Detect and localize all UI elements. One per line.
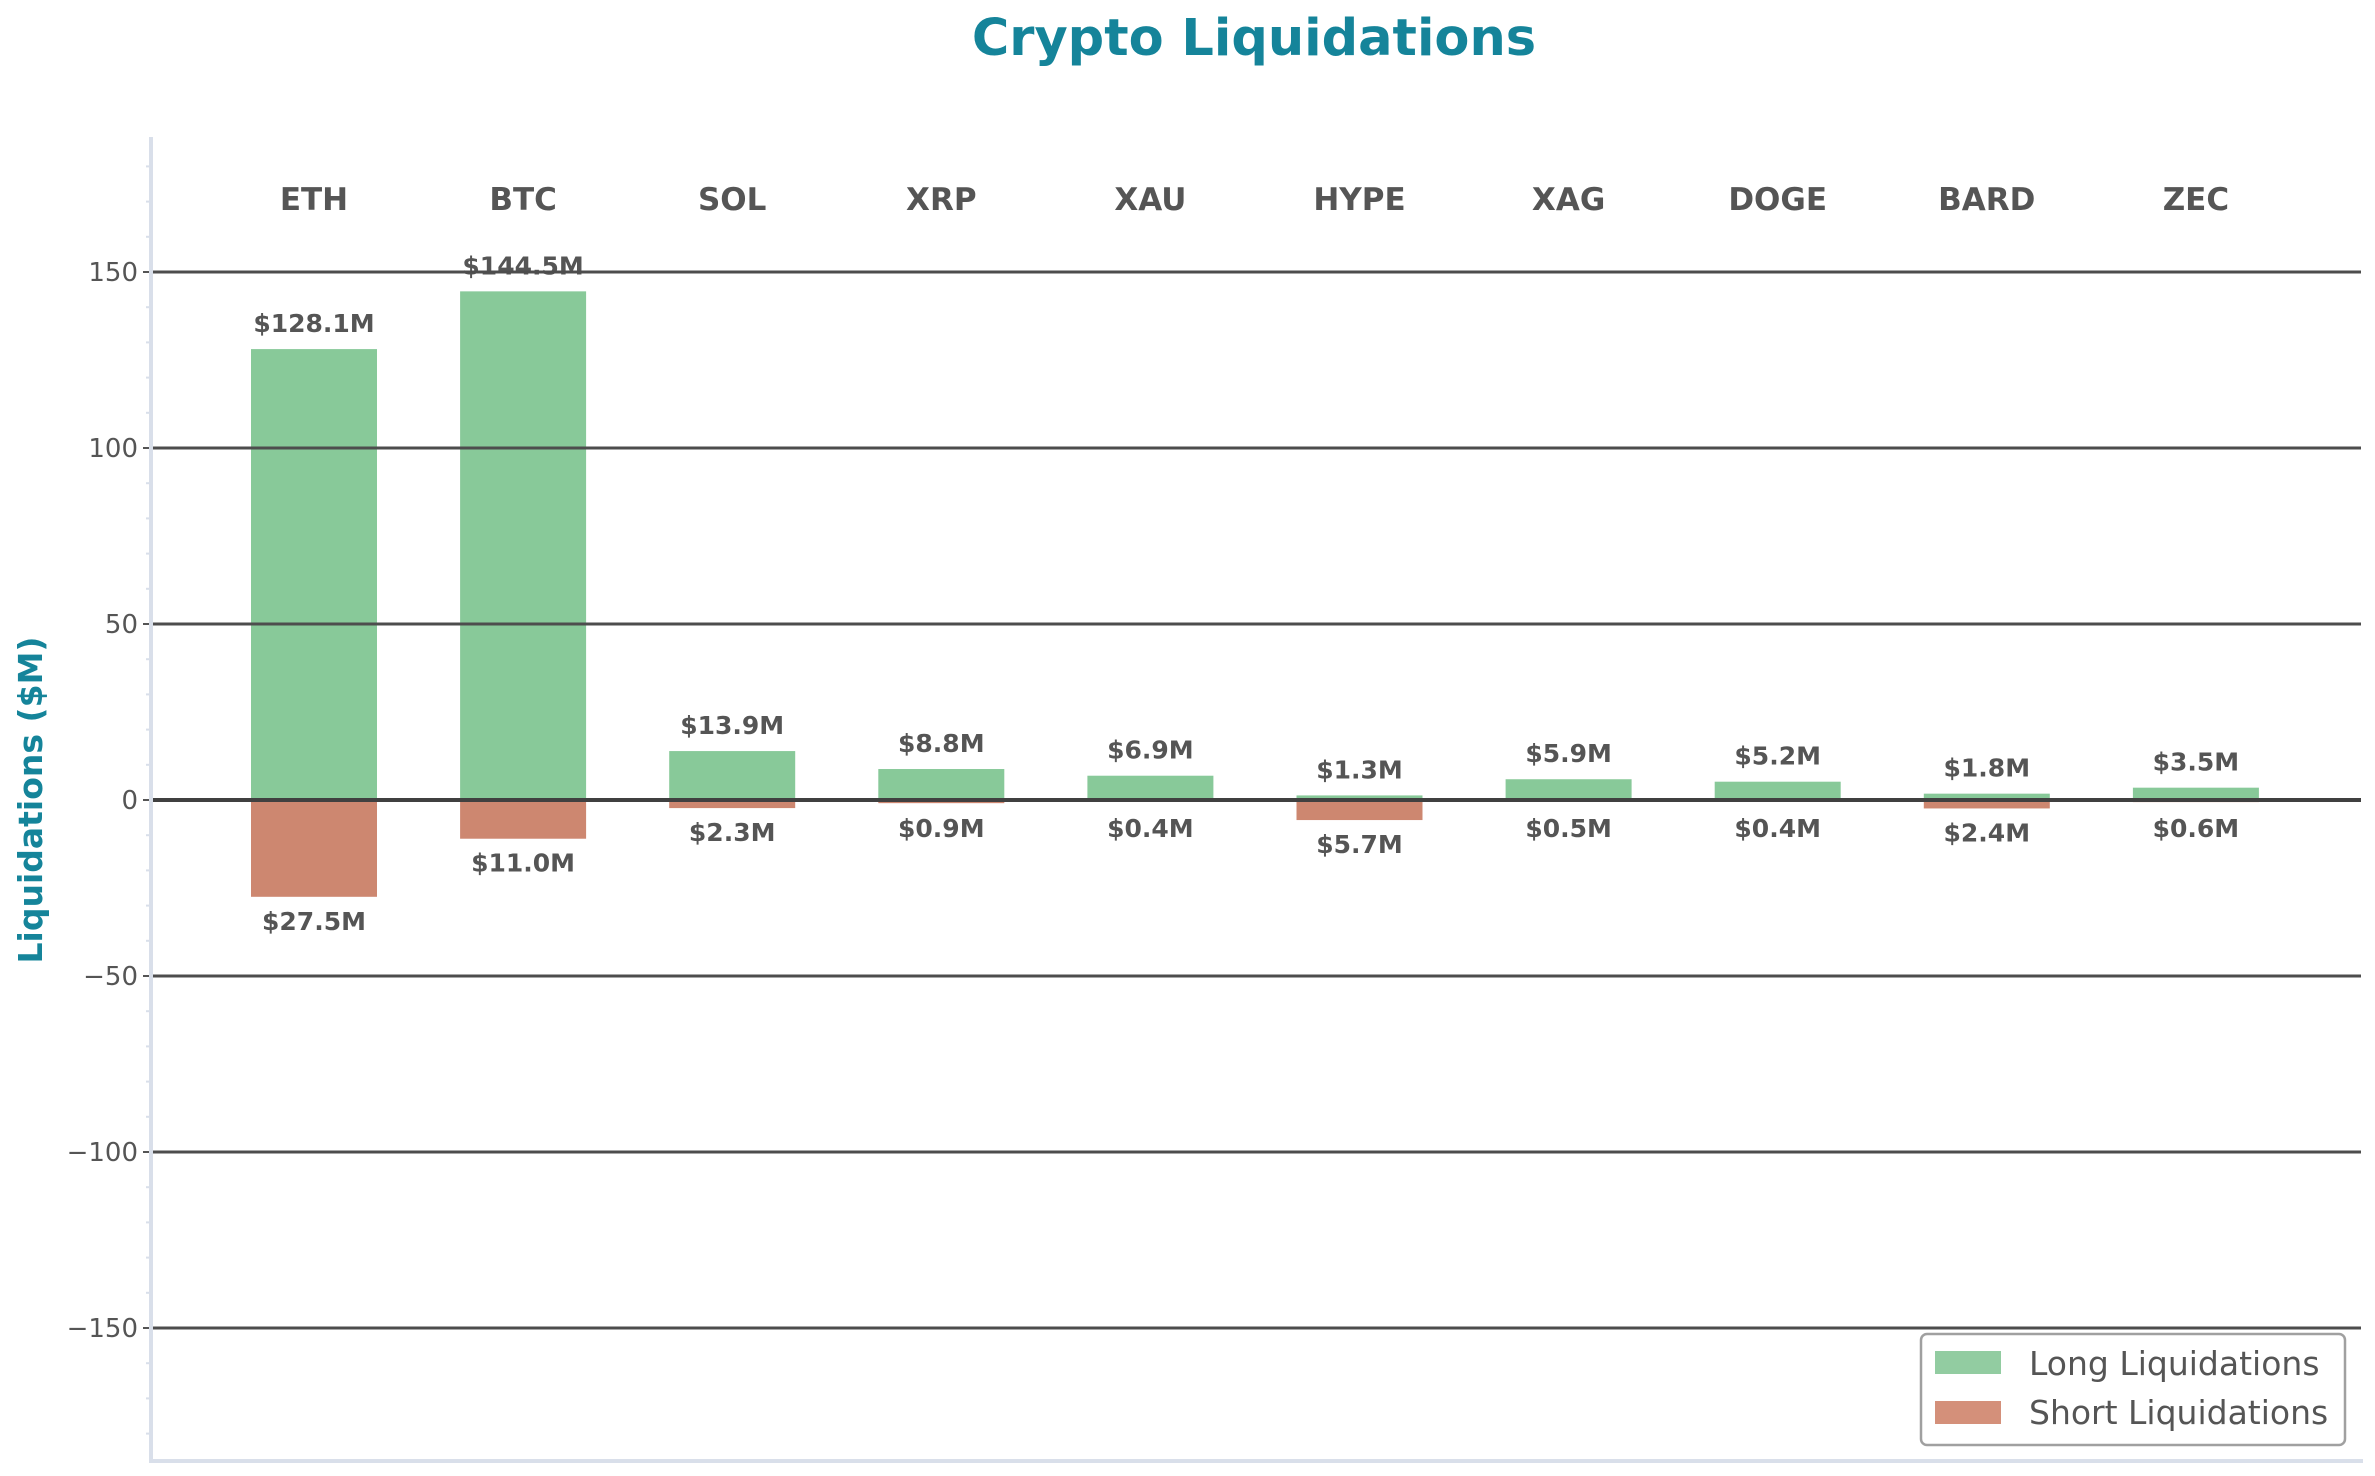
bar-short-sol (669, 800, 796, 809)
long-value-label: $5.9M (1525, 739, 1612, 768)
gridlines (151, 270, 2361, 1330)
bar-long-eth (251, 349, 377, 800)
long-value-label: $5.2M (1734, 742, 1821, 771)
short-value-label: $0.6M (2153, 814, 2240, 843)
long-value-label: $1.8M (1944, 754, 2031, 783)
long-value-label: $128.1M (253, 309, 374, 338)
legend-label-long: Long Liquidations (2029, 1344, 2320, 1383)
bar-short-bard (1923, 800, 2050, 809)
long-value-label: $6.9M (1107, 736, 1194, 765)
long-value-label: $1.3M (1316, 755, 1403, 784)
long-value-label: $8.8M (898, 729, 985, 758)
bar-long-btc (460, 291, 587, 800)
bar-short-hype (1296, 800, 1423, 821)
bars (251, 291, 2259, 897)
y-tick-label: 0 (121, 786, 138, 816)
value-labels: $128.1M $27.5M $144.5M $11.0M $13.9M $2.3M $8.… (253, 251, 2239, 935)
category-label: ZEC (2163, 182, 2229, 218)
bar-long-sol (669, 751, 796, 800)
bar-long-bard (1923, 793, 2050, 800)
y-axis-ticks: −150 −100 −50 0 50 100 150 (67, 165, 151, 1435)
y-tick-label: 50 (105, 610, 138, 640)
category-label: ETH (280, 182, 348, 218)
short-value-label: $0.9M (898, 814, 985, 843)
bar-short-btc (460, 800, 587, 839)
bar-short-eth (251, 800, 377, 897)
y-tick-label: 150 (88, 258, 138, 288)
short-value-label: $27.5M (262, 907, 366, 936)
short-value-label: $11.0M (471, 849, 575, 878)
short-value-label: $2.4M (1944, 818, 2031, 847)
chart-title: Crypto Liquidations (972, 9, 1536, 68)
category-label: BARD (1938, 182, 2035, 218)
category-label: XRP (906, 182, 977, 218)
y-tick-label: −100 (67, 1138, 138, 1168)
legend-swatch-long (1935, 1351, 2001, 1374)
bar-long-doge (1714, 781, 1841, 800)
short-value-label: $2.3M (689, 818, 776, 847)
y-axis-label: Liquidations ($M) (11, 636, 50, 963)
category-label: SOL (698, 182, 766, 218)
short-value-label: $0.4M (1734, 814, 1821, 843)
bar-long-hype (1296, 795, 1423, 800)
category-label: XAG (1532, 182, 1605, 218)
category-label: XAU (1114, 182, 1186, 218)
y-tick-label: −150 (67, 1314, 138, 1344)
category-label: HYPE (1313, 182, 1405, 218)
bar-long-xrp (878, 769, 1005, 800)
long-value-label: $3.5M (2153, 748, 2240, 777)
short-value-label: $0.4M (1107, 814, 1194, 843)
category-label: BTC (489, 182, 557, 218)
y-tick-label: 100 (88, 434, 138, 464)
category-labels: ETH BTC SOL XRP XAU HYPE XAG DOGE BARD ZEC (280, 182, 2229, 218)
bar-long-zec (2132, 787, 2259, 800)
short-value-label: $0.5M (1525, 814, 1612, 843)
long-value-label: $13.9M (680, 711, 784, 740)
long-value-label: $144.5M (462, 251, 583, 280)
y-tick-label: −50 (83, 962, 138, 992)
legend-swatch-short (1935, 1401, 2001, 1424)
legend-label-short: Short Liquidations (2029, 1393, 2328, 1432)
legend-frame (1919, 1332, 2347, 1447)
short-value-label: $5.7M (1316, 830, 1403, 859)
bar-long-xag (1505, 779, 1632, 800)
category-label: DOGE (1728, 182, 1827, 218)
bar-long-xau (1087, 775, 1214, 800)
legend: Long Liquidations Short Liquidations (1919, 1332, 2347, 1447)
